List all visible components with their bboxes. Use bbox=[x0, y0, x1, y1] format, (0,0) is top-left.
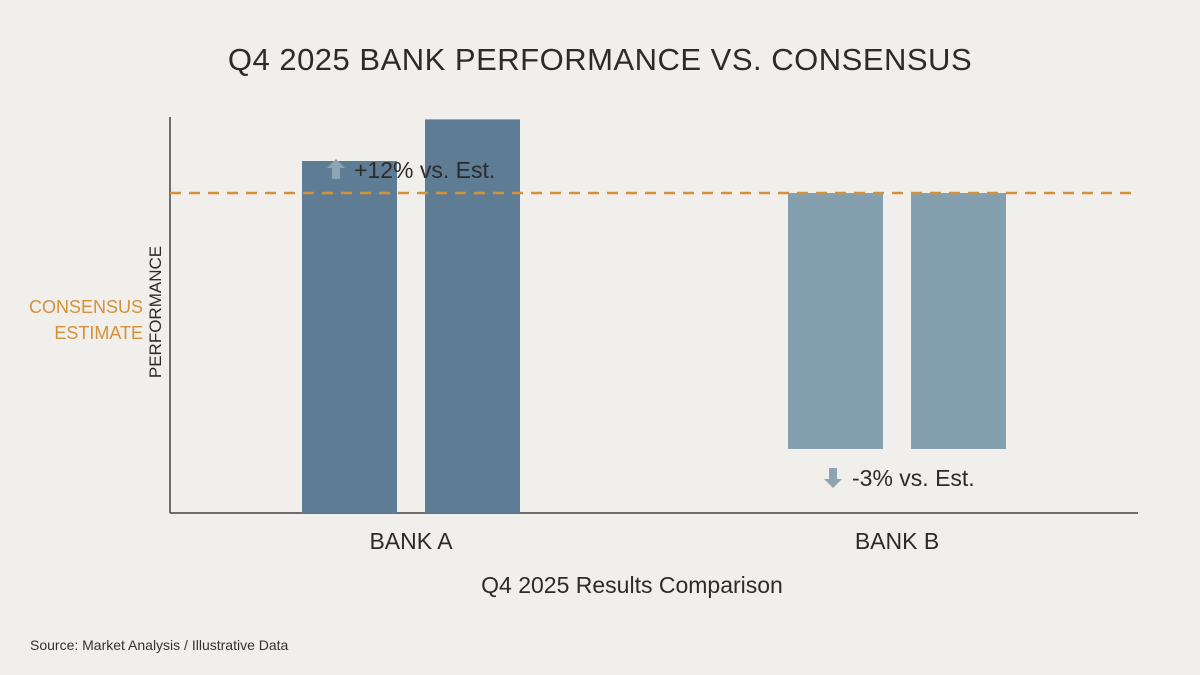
bar-bank-b-1 bbox=[788, 193, 883, 449]
x-tick-label-bank-a: BANK A bbox=[369, 528, 453, 554]
arrow-up-icon bbox=[327, 159, 345, 179]
consensus-label-line-2: ESTIMATE bbox=[54, 323, 143, 343]
bar-bank-a-2 bbox=[425, 119, 520, 514]
x-axis-title: Q4 2025 Results Comparison bbox=[481, 572, 783, 598]
annotation-bank-a: +12% vs. Est. bbox=[354, 157, 495, 183]
source-note: Source: Market Analysis / Illustrative D… bbox=[30, 637, 289, 653]
arrow-down-icon bbox=[824, 468, 842, 488]
bar-bank-a-1 bbox=[302, 161, 397, 513]
annotation-bank-b: -3% vs. Est. bbox=[852, 465, 975, 491]
consensus-label-line-1: CONSENSUS bbox=[29, 297, 143, 317]
y-axis-label: PERFORMANCE bbox=[146, 246, 165, 378]
chart-title: Q4 2025 BANK PERFORMANCE VS. CONSENSUS bbox=[227, 42, 973, 77]
bar-bank-b-2 bbox=[911, 193, 1006, 449]
x-tick-label-bank-b: BANK B bbox=[855, 528, 939, 554]
